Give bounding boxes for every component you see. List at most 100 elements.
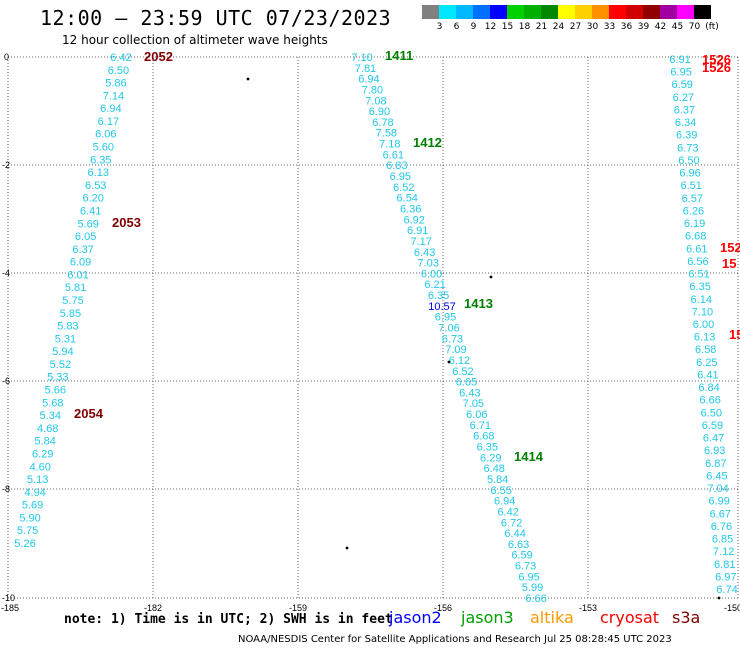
- track3-swh-label: 6.74: [716, 584, 737, 596]
- lon-tick-label: -156: [434, 603, 452, 613]
- track1-swh-label: 4.94: [24, 487, 45, 499]
- lat-tick-label: -6: [2, 376, 10, 386]
- lon-tick-label: -153: [579, 603, 597, 613]
- track1-swh-label: 5.83: [57, 321, 78, 333]
- track3-swh-label: 6.51: [688, 269, 709, 281]
- track1-swh-label: 6.01: [67, 269, 88, 281]
- pass-time-label: 2052: [144, 49, 173, 64]
- track1-swh-label: 6.17: [98, 116, 119, 128]
- track1-swh-label: 5.81: [65, 282, 86, 294]
- track3-swh-label: 6.57: [682, 193, 703, 205]
- track2-swh-label: 6.83: [386, 160, 407, 172]
- track3-swh-label: 6.66: [700, 395, 721, 407]
- satellite-name: s3a: [672, 608, 701, 627]
- legend-label: 6: [453, 22, 460, 32]
- track3-swh-label: 7.10: [692, 306, 713, 318]
- satellite-name: jason3: [461, 608, 514, 627]
- lon-tick-label: -185: [1, 603, 19, 613]
- track2-swh-label: 6.29: [480, 452, 501, 464]
- track3-swh-label: 6.87: [705, 458, 726, 470]
- track2-swh-label: 6.44: [504, 528, 525, 540]
- track3-swh-label: 6.73: [677, 142, 698, 154]
- track3-swh-label: 6.58: [695, 344, 716, 356]
- track3-swh-label: 6.59: [672, 79, 693, 91]
- pass-time-label: 15: [722, 256, 736, 271]
- track2-swh-label: 6.54: [397, 193, 418, 205]
- legend-label: 70: [688, 22, 701, 32]
- legend-swatch: [592, 5, 609, 19]
- track2-swh-label: 6.65: [456, 377, 477, 389]
- track3-swh-label: 6.61: [686, 243, 707, 255]
- track1-swh-label: 6.41: [80, 205, 101, 217]
- satellite-name: cryosat: [600, 608, 660, 627]
- track2-swh-label: 7.06: [438, 323, 459, 335]
- legend-label: 3: [436, 22, 443, 32]
- legend-label: 33: [603, 22, 616, 32]
- track3-swh-label: 6.50: [701, 407, 722, 419]
- track2-swh-label: 6.71: [470, 420, 491, 432]
- track2-swh-label: 6.06: [466, 409, 487, 421]
- track1-swh-label: 6.94: [100, 103, 121, 115]
- track3-swh-label: 6.81: [714, 559, 735, 571]
- pass-time-label: 1412: [413, 135, 442, 150]
- track2-swh-label: 5.99: [522, 582, 543, 594]
- pass-time-label: 1526: [702, 52, 731, 67]
- track3-swh-label: 6.27: [673, 92, 694, 104]
- track2-swh-label: 6.43: [414, 247, 435, 259]
- legend-label: 30: [586, 22, 599, 32]
- track1-swh-label: 6.06: [95, 129, 116, 141]
- track2-swh-label: 7.09: [445, 344, 466, 356]
- track1-swh-label: 6.35: [90, 154, 111, 166]
- lon-tick-label: -150: [724, 603, 740, 613]
- units-note: note: 1) Time is in UTC; 2) SWH is in fe…: [64, 612, 393, 627]
- track3-swh-label: 6.25: [696, 357, 717, 369]
- track2-swh-label: 7.08: [365, 95, 386, 107]
- legend-label: 45: [671, 22, 684, 32]
- track2-swh-label: 6.55: [490, 485, 511, 497]
- pass-time-label: 2054: [74, 406, 104, 421]
- legend-swatch: [643, 5, 660, 19]
- legend-swatch: [677, 5, 694, 19]
- track2-swh-label: 7.58: [376, 128, 397, 140]
- track1-swh-label: 5.94: [52, 346, 73, 358]
- island-marker: [345, 546, 349, 550]
- legend-label: 39: [637, 22, 650, 32]
- track2-swh-label: 7.10: [351, 52, 372, 64]
- track1-swh-label: 6.20: [82, 193, 103, 205]
- map-subtitle: 12 hour collection of altimeter wave hei…: [62, 33, 328, 47]
- track3-swh-label: 6.59: [702, 420, 723, 432]
- track1-swh-label: 6.50: [108, 65, 129, 77]
- legend-swatch: [609, 5, 626, 19]
- pass-time-label: 1413: [464, 296, 493, 311]
- legend-label: 18: [518, 22, 531, 32]
- track2-swh-label: 6.36: [400, 203, 421, 215]
- track1-swh-label: 6.42: [110, 52, 131, 64]
- track2-swh-label: 10.57: [428, 301, 456, 313]
- track2-swh-label: 6.73: [515, 561, 536, 573]
- track3-swh-label: 6.45: [706, 470, 727, 482]
- legend-swatch: [524, 5, 541, 19]
- track2-swh-label: 6.21: [424, 279, 445, 291]
- island-marker: [447, 360, 451, 364]
- track1-swh-label: 5.34: [40, 410, 61, 422]
- satellite-name: jason2: [389, 608, 442, 627]
- legend-swatch: [507, 5, 524, 19]
- pass-time-label: 2053: [112, 215, 141, 230]
- track1-swh-label: 6.05: [75, 231, 96, 243]
- track2-swh-label: 6.95: [390, 171, 411, 183]
- track1-swh-label: 6.13: [88, 167, 109, 179]
- track2-swh-label: 7.05: [463, 398, 484, 410]
- track1-swh-label: 5.84: [34, 436, 55, 448]
- legend-swatch: [422, 5, 439, 19]
- legend-label: 27: [569, 22, 582, 32]
- track2-swh-label: 6.35: [477, 442, 498, 454]
- pass-time-label: 152: [720, 240, 740, 255]
- track2-swh-label: 6.59: [511, 550, 532, 562]
- track3-swh-label: 6.41: [697, 369, 718, 381]
- legend-swatch: [541, 5, 558, 19]
- track3-swh-label: 6.85: [712, 534, 733, 546]
- legend-swatch: [456, 5, 473, 19]
- track1-swh-label: 4.60: [29, 461, 50, 473]
- track3-swh-label: 6.51: [680, 180, 701, 192]
